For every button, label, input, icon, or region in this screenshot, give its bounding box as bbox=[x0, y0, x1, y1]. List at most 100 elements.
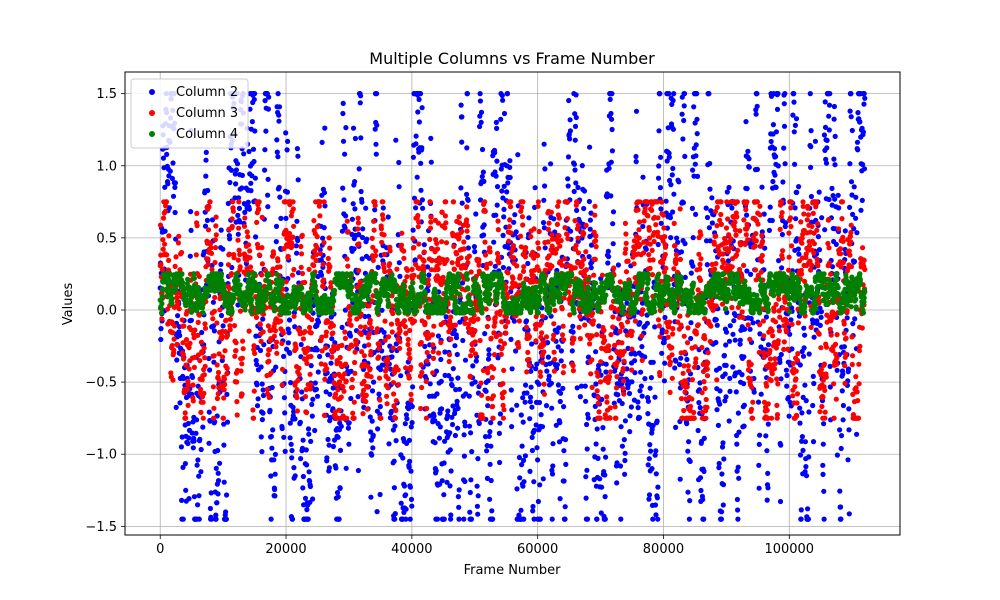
data-point bbox=[600, 446, 606, 452]
data-point bbox=[651, 238, 657, 245]
data-point bbox=[562, 225, 568, 231]
data-point bbox=[395, 367, 401, 373]
data-point bbox=[372, 202, 378, 209]
data-point bbox=[686, 516, 693, 522]
data-point bbox=[765, 401, 771, 407]
data-point bbox=[343, 125, 349, 131]
data-point bbox=[739, 372, 745, 378]
data-point bbox=[455, 494, 461, 500]
data-point bbox=[670, 126, 677, 132]
data-point bbox=[346, 420, 352, 426]
data-point bbox=[840, 417, 846, 423]
data-point bbox=[691, 104, 697, 110]
data-point bbox=[208, 516, 215, 522]
data-point bbox=[370, 432, 376, 438]
data-point bbox=[498, 116, 504, 122]
data-point bbox=[577, 313, 583, 320]
data-point bbox=[373, 248, 379, 254]
data-point bbox=[302, 394, 309, 400]
data-point bbox=[652, 394, 658, 400]
data-point bbox=[646, 252, 652, 258]
data-point bbox=[523, 324, 530, 330]
data-point bbox=[403, 506, 409, 512]
data-point bbox=[845, 457, 851, 463]
data-point bbox=[746, 156, 752, 162]
data-point bbox=[297, 419, 303, 425]
data-point bbox=[169, 343, 175, 349]
data-point bbox=[459, 228, 465, 234]
data-point bbox=[604, 394, 610, 400]
data-point bbox=[589, 384, 595, 390]
data-point bbox=[617, 463, 624, 469]
data-point bbox=[294, 408, 300, 414]
data-point bbox=[330, 443, 336, 450]
data-point bbox=[736, 429, 742, 435]
data-point bbox=[352, 370, 358, 376]
data-point bbox=[593, 233, 599, 239]
data-point bbox=[617, 328, 623, 335]
data-point bbox=[436, 435, 442, 441]
data-point bbox=[378, 367, 384, 373]
data-point bbox=[307, 483, 313, 490]
data-point bbox=[482, 208, 488, 214]
data-point bbox=[757, 322, 763, 328]
data-point bbox=[218, 261, 224, 267]
data-point bbox=[397, 339, 403, 345]
data-point bbox=[798, 516, 804, 522]
data-point bbox=[490, 415, 496, 421]
data-point bbox=[853, 194, 859, 200]
data-point bbox=[603, 361, 609, 367]
data-point bbox=[848, 91, 854, 97]
data-point bbox=[631, 261, 637, 267]
data-point bbox=[366, 313, 372, 319]
data-point bbox=[819, 215, 825, 221]
data-point bbox=[185, 387, 191, 393]
data-point bbox=[765, 485, 771, 491]
data-point bbox=[501, 407, 507, 413]
data-point bbox=[713, 339, 719, 346]
data-point bbox=[158, 336, 164, 343]
data-point bbox=[549, 232, 555, 238]
data-point bbox=[521, 264, 527, 270]
data-point bbox=[299, 389, 305, 395]
data-point bbox=[320, 284, 326, 290]
data-point bbox=[236, 205, 242, 211]
data-point bbox=[637, 388, 643, 394]
data-point bbox=[649, 247, 655, 253]
data-point bbox=[240, 346, 246, 352]
data-point bbox=[308, 381, 314, 388]
data-point bbox=[321, 190, 328, 196]
data-point bbox=[294, 146, 300, 152]
data-point bbox=[520, 222, 526, 228]
data-point bbox=[196, 493, 202, 499]
data-point bbox=[491, 366, 497, 372]
data-point bbox=[390, 380, 396, 386]
data-point bbox=[290, 206, 296, 212]
data-point bbox=[517, 273, 523, 279]
data-point bbox=[455, 425, 461, 431]
data-point bbox=[177, 400, 183, 406]
data-point bbox=[757, 212, 763, 218]
data-point bbox=[558, 348, 565, 354]
data-point bbox=[309, 317, 315, 323]
data-point bbox=[564, 216, 571, 222]
data-point bbox=[393, 398, 399, 404]
data-point bbox=[535, 199, 542, 205]
data-point bbox=[734, 214, 740, 220]
data-point bbox=[193, 430, 199, 436]
data-point bbox=[767, 356, 774, 362]
data-point bbox=[165, 181, 171, 187]
data-point bbox=[265, 192, 271, 198]
data-point bbox=[619, 400, 625, 407]
data-point bbox=[495, 218, 501, 224]
data-point bbox=[608, 332, 614, 338]
data-point bbox=[610, 209, 617, 215]
data-point bbox=[586, 198, 593, 205]
data-point bbox=[333, 465, 339, 471]
data-point bbox=[716, 460, 722, 467]
data-point bbox=[794, 400, 800, 406]
data-point bbox=[444, 257, 450, 263]
data-point bbox=[307, 324, 313, 331]
data-point bbox=[275, 91, 281, 97]
data-point bbox=[780, 248, 786, 254]
